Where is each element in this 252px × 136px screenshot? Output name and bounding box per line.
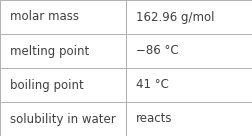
Text: −86 °C: −86 °C — [136, 44, 179, 58]
Text: molar mass: molar mass — [10, 10, 79, 24]
Text: 162.96 g/mol: 162.96 g/mol — [136, 10, 215, 24]
Text: 41 °C: 41 °C — [136, 78, 169, 92]
Text: solubility in water: solubility in water — [10, 112, 116, 126]
Text: melting point: melting point — [10, 44, 89, 58]
Text: boiling point: boiling point — [10, 78, 84, 92]
Text: reacts: reacts — [136, 112, 173, 126]
